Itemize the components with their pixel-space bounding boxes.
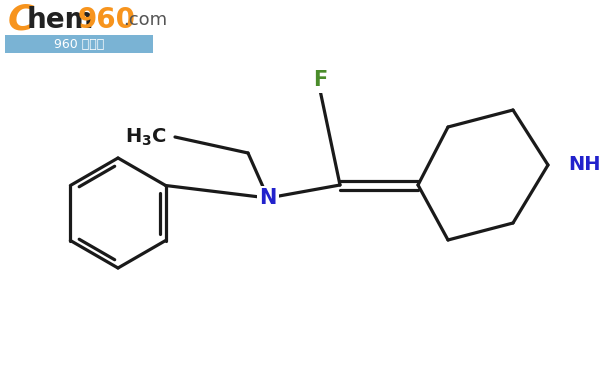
Bar	[5, 35, 153, 53]
Text: 960 化工网: 960 化工网	[54, 38, 104, 51]
Text: N: N	[260, 188, 276, 208]
Text: 960: 960	[78, 6, 136, 34]
Text: hem: hem	[27, 6, 94, 34]
Text: F: F	[313, 70, 327, 90]
Text: .com: .com	[123, 11, 167, 29]
Text: NH: NH	[568, 156, 601, 174]
Text: $\mathbf{H_3C}$: $\mathbf{H_3C}$	[125, 126, 167, 148]
Text: C: C	[8, 3, 34, 37]
